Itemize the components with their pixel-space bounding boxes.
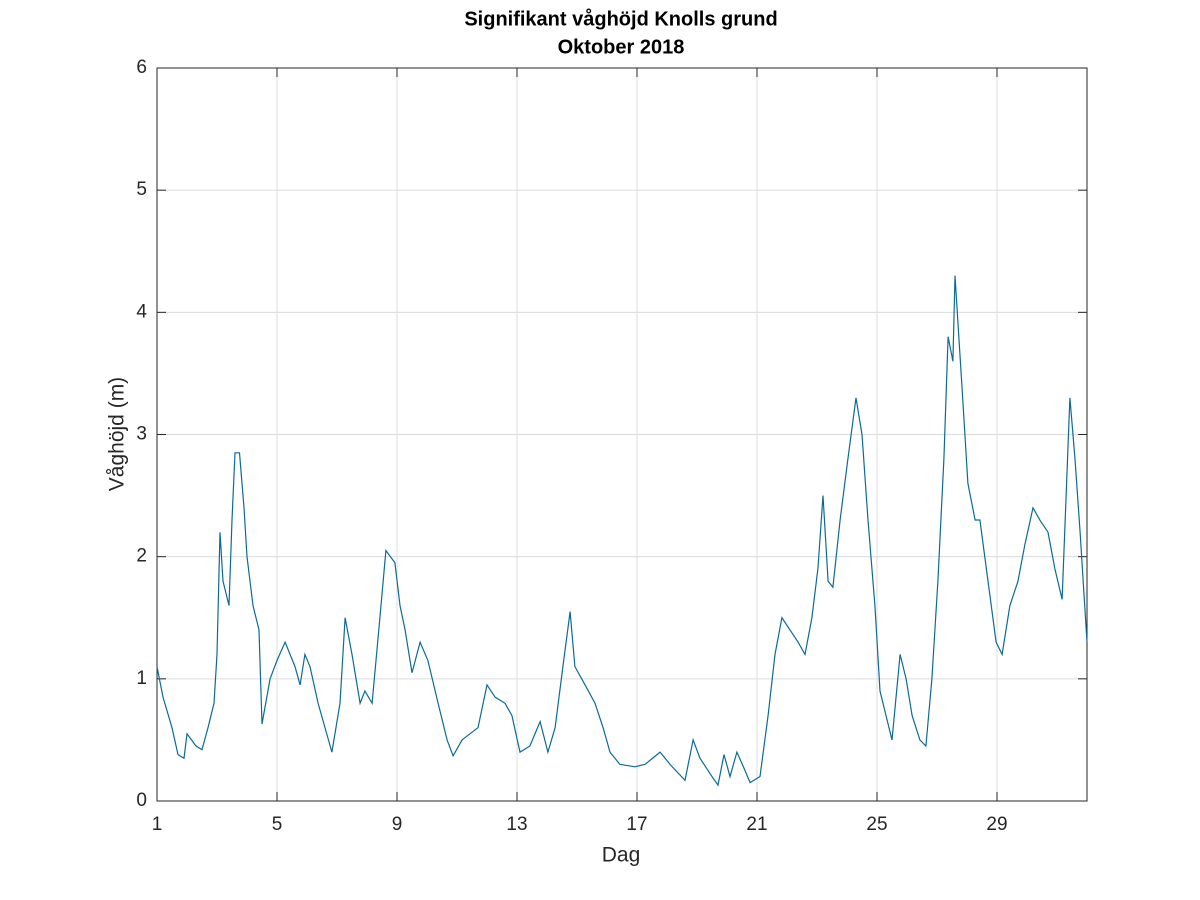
chart-subtitle: Oktober 2018 <box>558 36 685 58</box>
chart-title: Signifikant våghöjd Knolls grund <box>464 7 777 30</box>
x-tick-label: 9 <box>392 814 403 835</box>
y-tick-label: 4 <box>136 301 147 322</box>
y-tick-label: 0 <box>136 790 147 811</box>
x-tick-label: 17 <box>626 814 647 835</box>
y-tick-label: 2 <box>136 546 147 567</box>
y-tick-label: 6 <box>136 57 147 78</box>
y-tick-label: 5 <box>136 179 147 200</box>
y-axis-label: Våghöjd (m) <box>106 377 129 491</box>
x-tick-label: 1 <box>152 814 163 835</box>
data-line <box>156 275 1088 787</box>
x-axis-label: Dag <box>602 844 641 867</box>
x-tick-label: 21 <box>746 814 767 835</box>
plot-frame <box>156 67 1088 802</box>
y-tick-label: 3 <box>136 424 147 445</box>
x-tick-label: 25 <box>866 814 887 835</box>
y-tick-label: 1 <box>136 668 147 689</box>
x-tick-label: 29 <box>986 814 1007 835</box>
x-tick-label: 13 <box>506 814 527 835</box>
x-tick-label: 5 <box>272 814 283 835</box>
